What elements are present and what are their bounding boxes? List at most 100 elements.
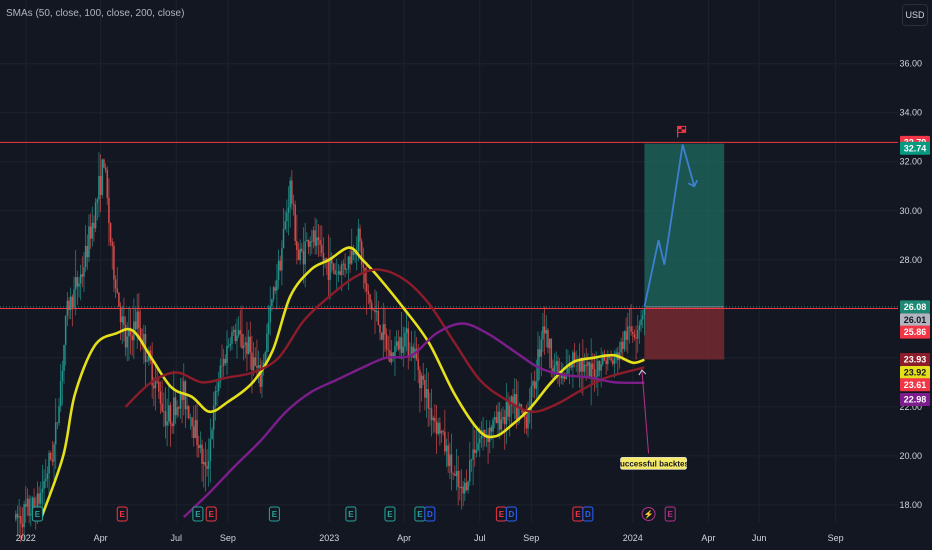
event-marker-earnings[interactable]: E — [268, 506, 280, 522]
candle-body — [284, 221, 286, 230]
event-marker-box — [424, 506, 436, 522]
price-label-text: 23.61 — [904, 380, 927, 390]
candle-body — [640, 319, 642, 326]
candle-body — [493, 417, 496, 420]
candle-body — [44, 478, 47, 482]
candle-body — [394, 346, 396, 356]
candle-body — [562, 375, 564, 379]
candle-body — [161, 403, 163, 412]
candle-body — [384, 324, 386, 335]
event-marker-dividend[interactable]: E — [572, 506, 584, 522]
event-marker-dividend-blue[interactable]: D — [582, 506, 594, 522]
candle-body — [410, 346, 413, 355]
candle-body — [344, 263, 346, 270]
candle-body — [139, 328, 142, 340]
candle-body — [29, 513, 32, 516]
candle-body — [626, 326, 629, 340]
candle-body — [18, 516, 20, 518]
candle-body — [166, 421, 168, 426]
candle-body — [455, 471, 458, 476]
candle-body — [302, 251, 305, 265]
candle-body — [202, 461, 205, 464]
candle-body — [163, 411, 165, 413]
candle-body — [276, 279, 278, 291]
candle-body — [442, 430, 444, 432]
price-label-bg — [900, 353, 930, 367]
candle-body — [224, 358, 227, 364]
price-label-text: 23.92 — [904, 368, 927, 378]
event-marker-box — [582, 506, 594, 522]
indicator-legend[interactable]: SMAs (50, close, 100, close, 200, close) — [6, 8, 185, 19]
candle-body — [312, 230, 315, 242]
currency-button[interactable]: USD — [902, 4, 928, 26]
sma-100-line — [124, 268, 645, 413]
price-label-bg — [900, 392, 930, 406]
candle-body — [58, 406, 60, 424]
candle-body — [113, 245, 115, 280]
event-marker-earnings[interactable]: E — [31, 506, 43, 522]
price-label-bg — [900, 300, 930, 314]
price-label-text: 22.98 — [904, 394, 927, 404]
event-marker-earnings[interactable]: E — [192, 506, 204, 522]
candle-body — [96, 199, 99, 203]
candle-body — [490, 427, 493, 432]
event-marker-box — [345, 506, 357, 522]
candle-body — [53, 444, 55, 462]
split-marker-icon — [641, 507, 656, 521]
event-marker-dividend-blue[interactable]: D — [424, 506, 436, 522]
event-marker-earnings[interactable]: E — [345, 506, 357, 522]
candle-body — [447, 445, 449, 466]
event-marker-future[interactable]: E — [664, 506, 676, 522]
candle-body — [209, 439, 212, 461]
candle-body — [502, 417, 504, 420]
candle-body — [153, 385, 155, 389]
candle-body — [631, 331, 634, 335]
price-tick-label: 30.00 — [899, 206, 922, 216]
candle-body — [49, 452, 52, 460]
candle-body — [379, 325, 381, 333]
candle-body — [206, 466, 208, 469]
event-marker-label: E — [209, 510, 215, 519]
candle-body — [638, 325, 641, 331]
event-marker-label: D — [427, 510, 433, 519]
candle-body — [334, 270, 336, 275]
candle-body — [232, 329, 235, 332]
price-label-bg — [900, 325, 930, 339]
candle-body — [462, 486, 464, 494]
candle-body — [434, 417, 436, 422]
candle-body — [370, 302, 373, 310]
event-marker-dividend-blue[interactable]: D — [505, 506, 517, 522]
candle-body — [21, 523, 24, 528]
event-marker-earnings[interactable]: E — [414, 506, 426, 522]
position-zones — [0, 143, 898, 360]
price-label: 22.98 — [900, 392, 930, 406]
candle-body — [557, 361, 559, 375]
event-marker-dividend[interactable]: E — [116, 506, 128, 522]
candle-body — [372, 309, 375, 311]
price-axis-bg — [898, 0, 932, 550]
event-marker-earnings[interactable]: E — [384, 506, 396, 522]
candle-body — [340, 263, 343, 276]
candle-body — [103, 159, 105, 168]
candle-body — [167, 405, 170, 422]
candle-body — [69, 296, 72, 310]
horizontal-lines — [0, 141, 898, 310]
time-tick-label: Sep — [523, 533, 539, 543]
candle-body — [297, 250, 300, 261]
candle-body — [179, 392, 182, 409]
event-marker-split[interactable]: ⚡ — [641, 507, 656, 521]
candle-body — [129, 327, 132, 336]
candle-body — [419, 370, 421, 389]
event-marker-dividend[interactable]: E — [495, 506, 507, 522]
candle-body — [597, 360, 599, 377]
candle-body — [628, 326, 631, 328]
candle-body — [530, 385, 533, 412]
candle-body — [402, 346, 405, 353]
candle-body — [507, 401, 509, 417]
event-marker-dividend[interactable]: E — [205, 506, 217, 522]
candle-body — [51, 459, 54, 462]
candle-body — [552, 368, 554, 374]
price-label: 26.01 — [900, 313, 930, 327]
candle-body — [364, 267, 366, 284]
